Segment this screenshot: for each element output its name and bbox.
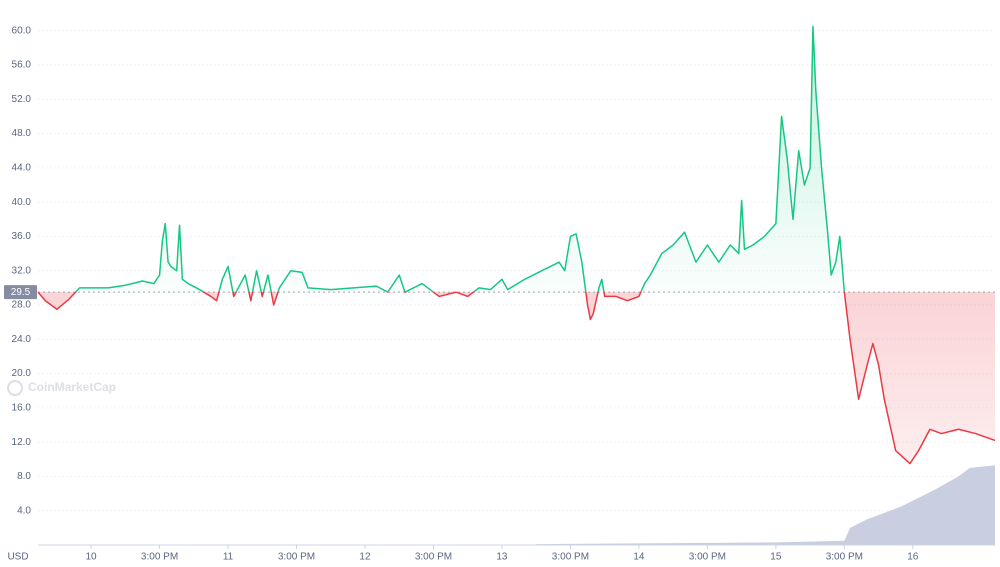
x-tick-label: 14	[633, 552, 645, 563]
price-area	[38, 26, 995, 464]
watermark-text: CoinMarketCap	[28, 380, 116, 394]
x-tick-label: 3:00 PM	[689, 552, 726, 563]
x-tick-label: 3:00 PM	[552, 552, 589, 563]
x-tick-label: 11	[223, 552, 234, 563]
watermark-logo	[7, 380, 23, 396]
y-tick-label: 8.0	[17, 471, 31, 482]
y-tick-label: 24.0	[12, 334, 32, 345]
y-tick-label: 16.0	[12, 402, 32, 413]
y-tick-label: 52.0	[12, 94, 32, 105]
x-tick-label: 12	[359, 552, 371, 563]
y-tick-label: 44.0	[12, 162, 32, 173]
y-tick-label: 32.0	[12, 265, 32, 276]
currency-label: USD	[7, 552, 28, 563]
x-tick-label: 16	[907, 552, 919, 563]
y-tick-label: 36.0	[12, 231, 32, 242]
x-tick-label: 3:00 PM	[415, 552, 452, 563]
x-tick-label: 15	[770, 552, 782, 563]
x-tick-label: 3:00 PM	[141, 552, 178, 563]
y-tick-label: 40.0	[12, 197, 32, 208]
y-tick-label: 20.0	[12, 368, 32, 379]
y-tick-label: 48.0	[12, 128, 32, 139]
x-tick-label: 3:00 PM	[278, 552, 315, 563]
baseline-label: 29.5	[11, 287, 31, 298]
y-tick-label: 12.0	[12, 437, 32, 448]
x-tick-label: 3:00 PM	[826, 552, 863, 563]
x-tick-label: 10	[86, 552, 98, 563]
watermark: CoinMarketCap	[7, 380, 116, 396]
volume-area	[536, 465, 995, 545]
y-tick-label: 4.0	[17, 505, 31, 516]
y-tick-label: 56.0	[12, 60, 32, 71]
price-line	[37, 25, 996, 465]
y-tick-label: 60.0	[12, 25, 32, 36]
x-tick-label: 13	[496, 552, 508, 563]
y-tick-label: 28.0	[12, 300, 32, 311]
baseline-label-box	[4, 285, 37, 300]
